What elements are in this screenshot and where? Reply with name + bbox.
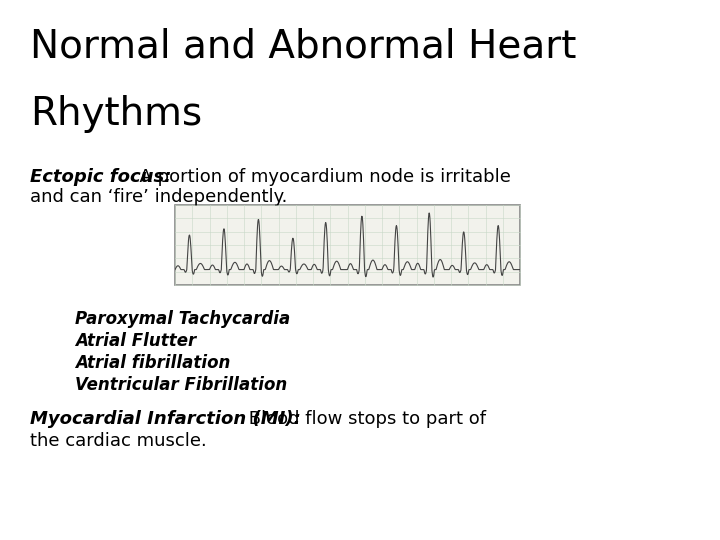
Text: Atrial fibrillation: Atrial fibrillation: [75, 354, 230, 372]
Text: Ventricular Fibrillation: Ventricular Fibrillation: [75, 376, 287, 394]
Text: the cardiac muscle.: the cardiac muscle.: [30, 432, 207, 450]
Text: Rhythms: Rhythms: [30, 95, 202, 133]
Bar: [175, 205, 520, 285]
Text: Normal and Abnormal Heart: Normal and Abnormal Heart: [30, 28, 577, 66]
Text: Ectopic focus:: Ectopic focus:: [30, 168, 171, 186]
Text: Paroxymal Tachycardia: Paroxymal Tachycardia: [75, 310, 290, 328]
Text: and can ‘fire’ independently.: and can ‘fire’ independently.: [30, 188, 287, 206]
Text: Atrial Flutter: Atrial Flutter: [75, 332, 197, 350]
Text: A portion of myocardium node is irritable: A portion of myocardium node is irritabl…: [128, 168, 511, 186]
Text: Blood flow stops to part of: Blood flow stops to part of: [243, 410, 486, 428]
Text: Myocardial Infarction (MI):: Myocardial Infarction (MI):: [30, 410, 301, 428]
